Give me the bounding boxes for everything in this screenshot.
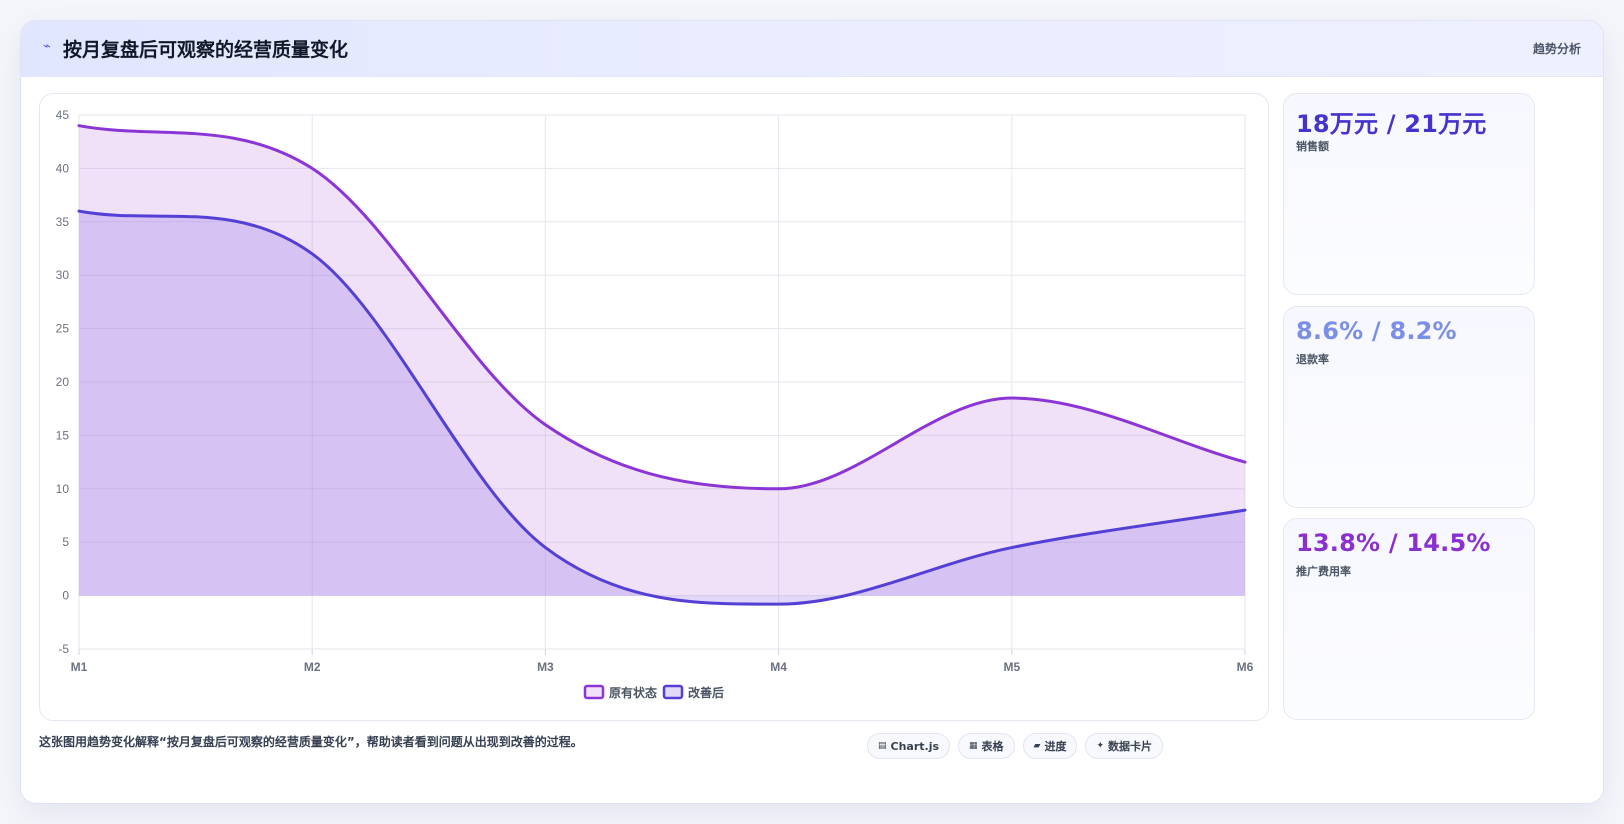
legend-swatch — [662, 684, 684, 700]
sparkline-icon: ⌁ — [43, 39, 51, 54]
series-line-1 — [77, 124, 1247, 491]
header-tag: 趋势分析 — [1532, 42, 1581, 56]
chip-chartjs[interactable]: ▤ Chart.js — [867, 733, 951, 759]
stat-card-sales: 18万元 / 21万元 销售额 — [1283, 93, 1535, 295]
stat-label: 销售额 — [1296, 140, 1329, 153]
series-area-2 — [79, 211, 1245, 605]
x-tick-label: M4 — [770, 660, 787, 674]
series-line-2 — [77, 209, 1247, 606]
x-tick-label: M5 — [1003, 660, 1020, 674]
legend-swatch — [583, 684, 605, 700]
chart-description: 这张图用趋势变化解释“按月复盘后可观察的经营质量变化”，帮助读者看到问题从出现到… — [39, 735, 583, 749]
x-tick-label: M1 — [71, 660, 88, 674]
x-tick-label: M3 — [537, 660, 554, 674]
chip-table[interactable]: ▦ 表格 — [958, 733, 1015, 759]
series-area-1 — [79, 125, 1245, 596]
progress-icon: ▰ — [1033, 741, 1041, 751]
legend-label: 改善后 — [688, 685, 724, 700]
chart-area: 45 40 35 30 25 20 15 10 5 0 -5 M1 M2 M3 M4 M5 M6 原有状态 改善后 — [39, 93, 1269, 721]
line-chart: 45 40 35 30 25 20 15 10 5 0 -5M1 M2 M3 M4 M5 M6 原有状态 改善后 — [56, 108, 1254, 700]
y-tick-label: 30 — [56, 268, 70, 282]
chip-label: Chart.js — [890, 739, 940, 753]
y-tick-label: 20 — [56, 375, 70, 389]
chip-label: 进度 — [1044, 740, 1067, 753]
chip-progress[interactable]: ▰ 进度 — [1022, 733, 1078, 759]
card-header: ⌁ 按月复盘后可观察的经营质量变化 趋势分析 — [21, 21, 1603, 77]
stat-card-promo: 13.8% / 14.5% 推广费用率 — [1283, 518, 1535, 720]
chip-label: 数据卡片 — [1108, 740, 1153, 753]
chart-icon: ▤ — [878, 741, 887, 751]
stat-label: 推广费用率 — [1296, 565, 1351, 578]
y-tick-label: 0 — [62, 589, 69, 603]
legend-label: 原有状态 — [609, 685, 657, 700]
stat-card-refund: 8.6% / 8.2% 退款率 — [1283, 306, 1535, 508]
tech-chips: ▤ Chart.js ▦ 表格 ▰ 进度 ✦ 数据卡片 — [867, 733, 1164, 759]
y-tick-label: -5 — [58, 642, 69, 656]
y-tick-label: 35 — [56, 215, 70, 229]
y-tick-label: 45 — [56, 108, 70, 122]
stat-value: 13.8% / 14.5% — [1296, 529, 1491, 557]
y-tick-label: 10 — [56, 482, 70, 496]
stat-value: 8.6% / 8.2% — [1296, 317, 1457, 345]
stat-label: 退款率 — [1296, 353, 1329, 366]
y-tick-label: 25 — [56, 322, 70, 336]
y-tick-label: 15 — [56, 428, 70, 442]
chip-data-card[interactable]: ✦ 数据卡片 — [1085, 733, 1164, 759]
table-icon: ▦ — [969, 741, 978, 751]
chip-label: 表格 — [981, 740, 1004, 753]
chart-title: 按月复盘后可观察的经营质量变化 — [63, 39, 349, 61]
card-icon: ✦ — [1096, 741, 1105, 751]
stat-value: 18万元 / 21万元 — [1296, 110, 1487, 138]
chart-card: ⌁ 按月复盘后可观察的经营质量变化 趋势分析 45 40 35 30 25 20 15 10 5… — [20, 20, 1604, 804]
y-tick-label: 40 — [56, 161, 70, 175]
x-tick-label: M6 — [1237, 660, 1254, 674]
y-tick-label: 5 — [62, 535, 69, 549]
x-tick-label: M2 — [304, 660, 321, 674]
